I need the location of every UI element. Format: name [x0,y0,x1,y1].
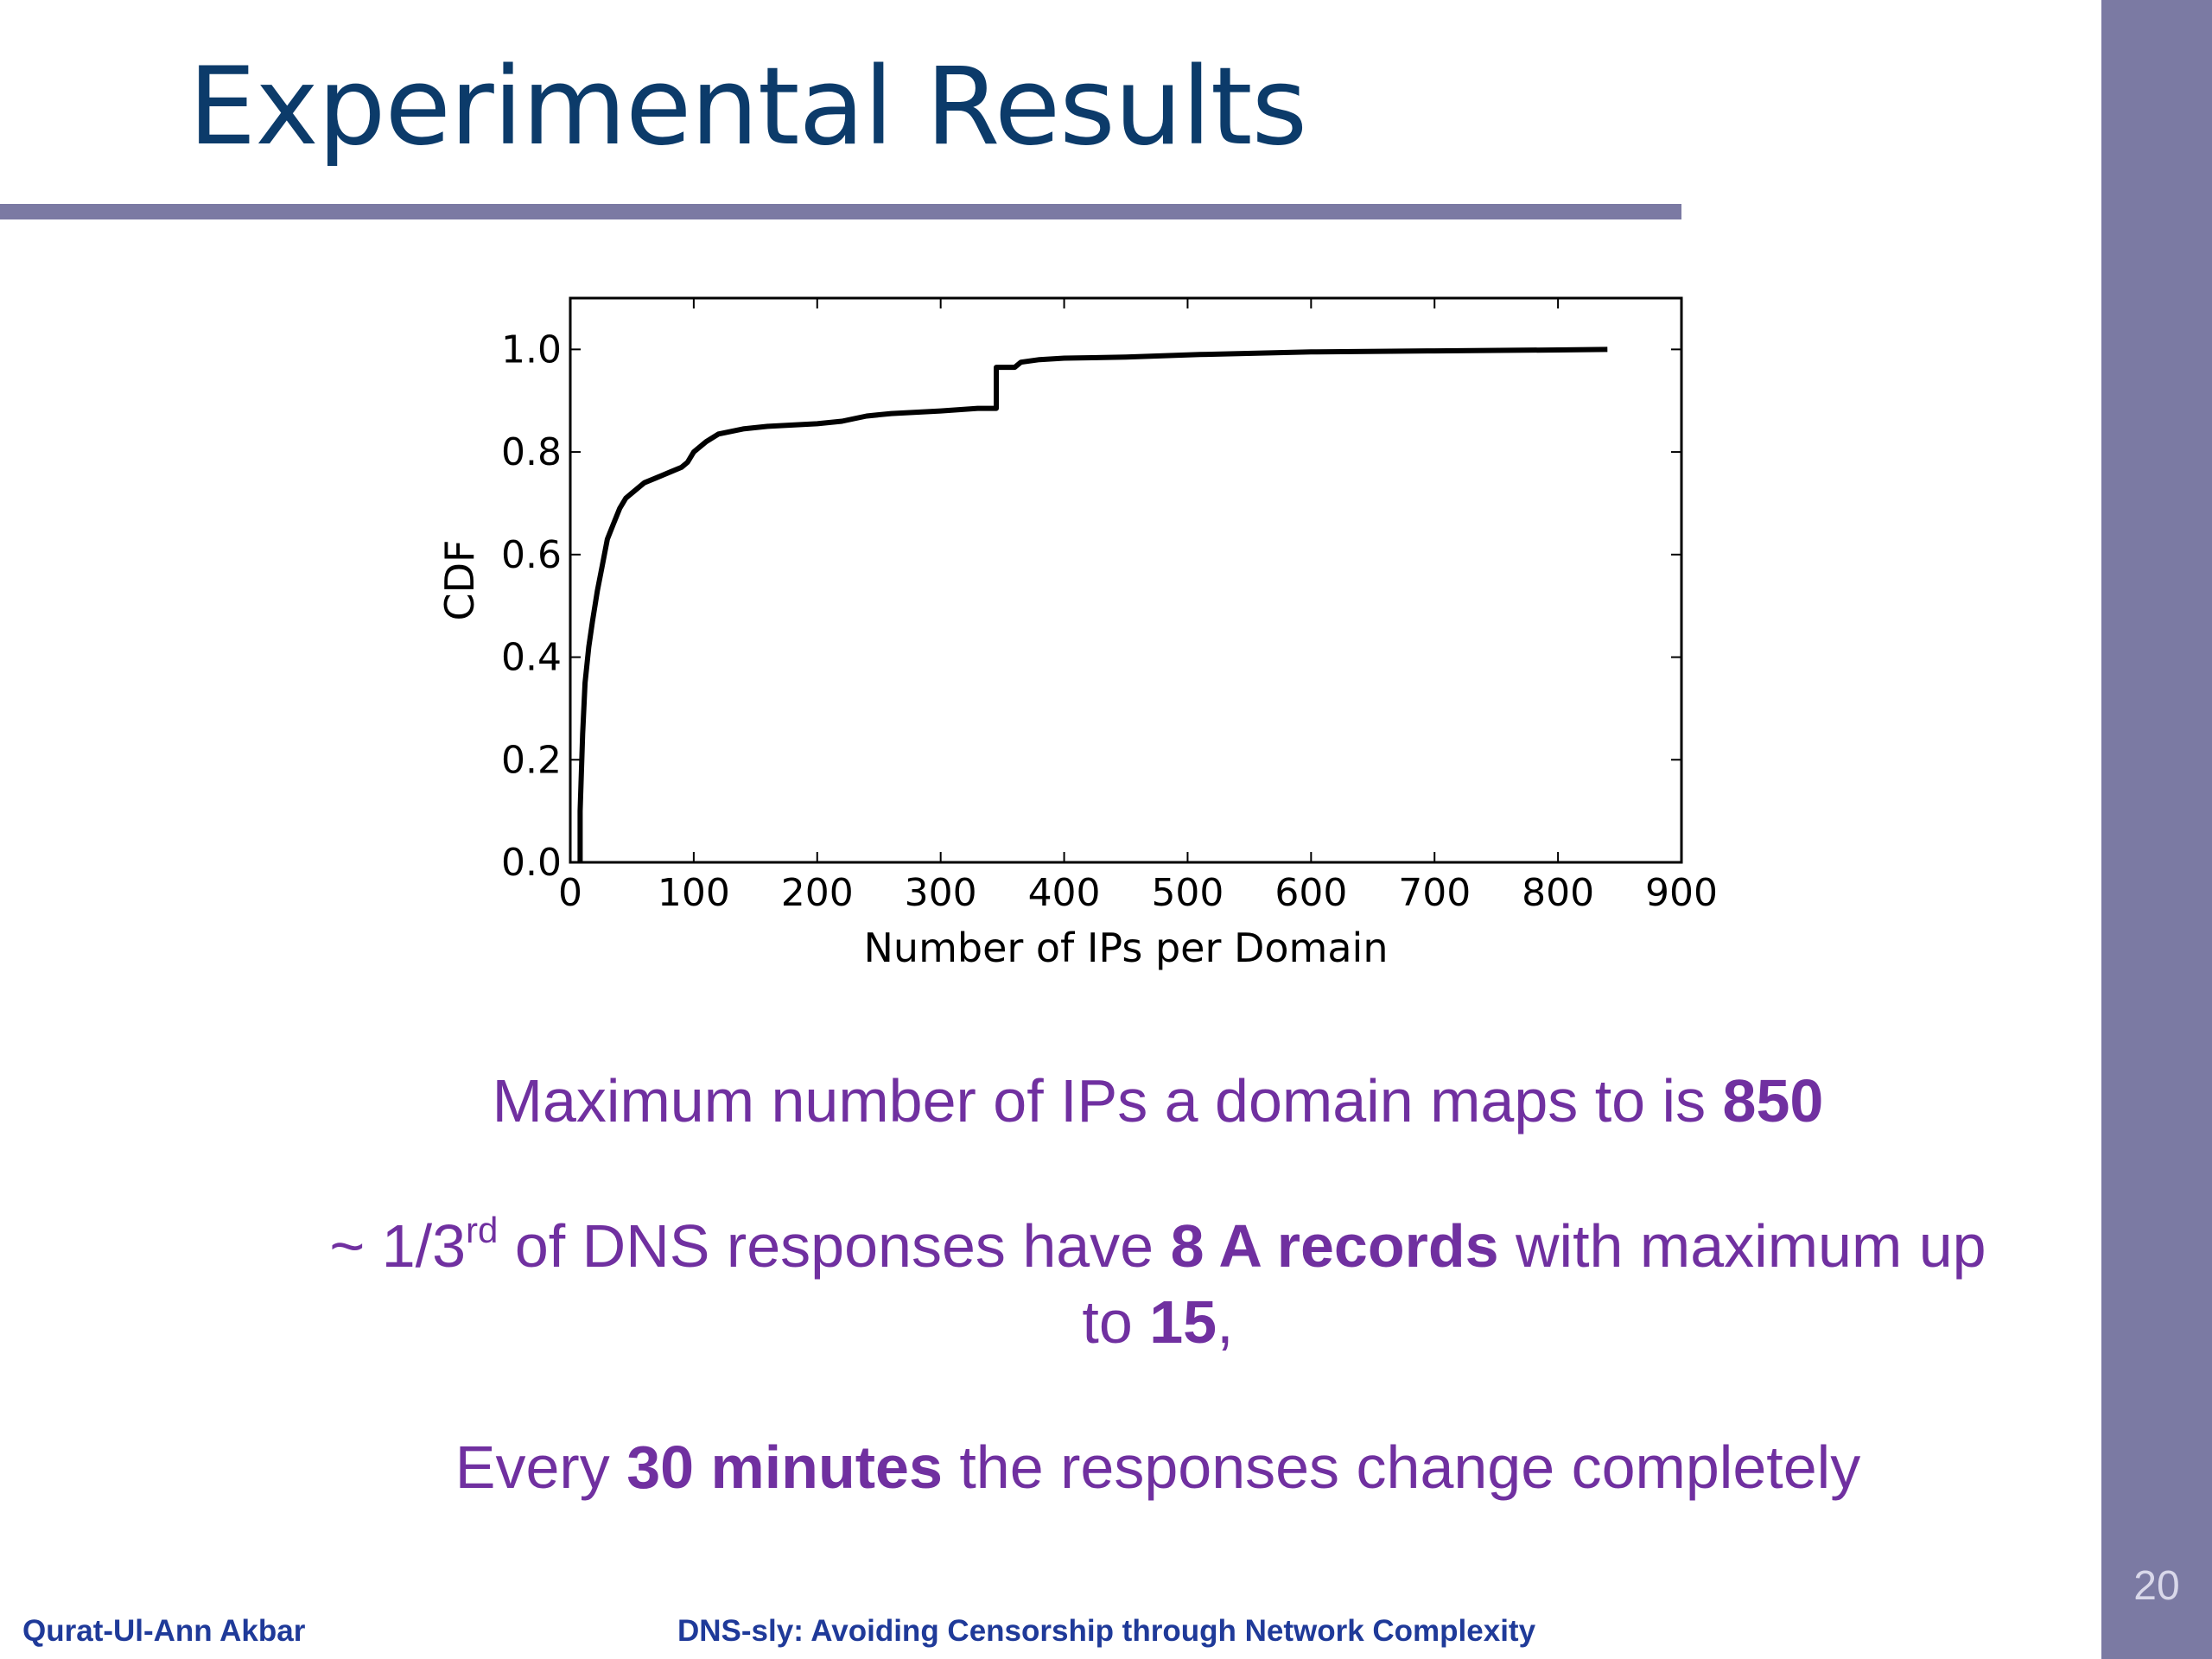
x-tick-label: 400 [1028,871,1101,915]
x-tick-label: 700 [1398,871,1471,915]
footer-talk-title: DNS-sly: Avoiding Censorship through Net… [677,1614,1536,1648]
x-tick-label: 900 [1645,871,1718,915]
y-tick-label: 0.2 [501,738,562,782]
cdf-line [577,346,1608,862]
footer-author: Qurat-Ul-Ann Akbar [22,1614,306,1648]
bullet-a-records: ~ 1/3rd of DNS responses have 8 A record… [311,1208,2005,1360]
bullet-highlight: 850 [1722,1067,1824,1135]
bullet-text: of DNS responses have [498,1212,1171,1280]
plot-frame [569,296,1683,864]
slide-title: Experimental Results [188,45,1307,169]
bullet-text: with maximum up to [1082,1212,1986,1356]
bullet-text: Maximum number of IPs a domain maps to i… [492,1067,1723,1135]
bullet-highlight: 30 minutes [626,1433,943,1501]
bullet-superscript: rd [466,1210,499,1250]
y-tick-label: 1.0 [501,327,562,372]
bullet-text: , [1217,1288,1234,1356]
x-tick-label: 500 [1151,871,1224,915]
bullet-max-ips: Maximum number of IPs a domain maps to i… [311,1063,2005,1139]
x-tick-label: 800 [1522,871,1594,915]
y-tick-label: 0.8 [501,430,562,474]
x-tick-label: 600 [1274,871,1347,915]
title-underline [0,204,1681,219]
x-tick-label: 200 [781,871,854,915]
y-tick-label: 0.0 [501,841,562,885]
x-axis-label: Number of IPs per Domain [864,925,1389,971]
x-tick-label: 300 [905,871,977,915]
right-sidebar-band [2101,0,2212,1659]
y-axis-label: CDF [436,540,483,621]
y-tick-label: 0.6 [501,533,562,577]
bullet-highlight: 8 A records [1170,1212,1499,1280]
bullet-text: ~ 1/3 [329,1212,467,1280]
slide-number: 20 [2133,1563,2180,1609]
bullet-text: Every [454,1433,627,1501]
bullet-list: Maximum number of IPs a domain maps to i… [311,1063,2005,1505]
y-tick-label: 0.4 [501,636,562,680]
cdf-chart: 0 100 200 300 400 500 600 700 800 900 0.0 0.2 0.4 0.6… [436,296,1718,971]
chart-plot: 0 100 200 300 400 500 600 700 800 900 0.0 0.2 0.4 0.6… [436,296,1718,971]
bullet-text: the responses change completely [942,1433,1861,1501]
x-tick-label: 0 [558,871,582,915]
bullet-response-change: Every 30 minutes the responses change co… [311,1429,2005,1505]
x-tick-label: 100 [658,871,730,915]
bullet-highlight: 15 [1149,1288,1217,1356]
